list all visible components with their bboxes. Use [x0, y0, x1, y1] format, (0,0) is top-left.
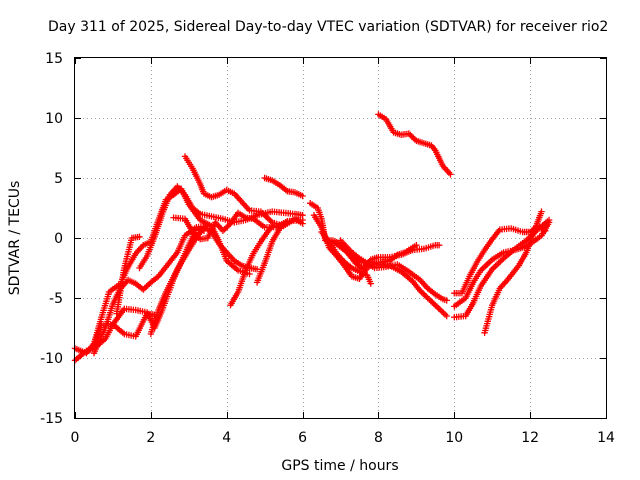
data-point-marker [246, 270, 253, 278]
x-tick-label: 12 [521, 430, 539, 446]
data-point-marker [367, 280, 374, 287]
x-tick-label: 8 [374, 430, 383, 446]
plot-frame [74, 57, 607, 419]
x-tick-label: 2 [146, 430, 155, 446]
series-sat-p [325, 238, 374, 287]
series-layer [71, 111, 553, 364]
y-tick-label: 15 [45, 51, 63, 67]
series-sat-j [227, 222, 276, 309]
tick-labels: 0 2 4 6 8 10 12 14 -15 -10 -5 0 5 10 15 [40, 51, 615, 446]
y-tick-label: -15 [40, 411, 63, 427]
data-point-marker [443, 297, 450, 304]
y-tick-label: -5 [49, 291, 63, 307]
series-sat-v [481, 208, 545, 336]
y-tick-label: 0 [54, 231, 63, 247]
y-tick-label: 5 [54, 171, 63, 187]
chart-title: Day 311 of 2025, Sidereal Day-to-day VTE… [48, 19, 608, 35]
data-point-marker [538, 208, 545, 215]
data-point-marker [413, 242, 420, 249]
x-axis-label: GPS time / hours [281, 458, 398, 474]
series-sat-o [318, 228, 450, 304]
x-tick-label: 10 [445, 430, 463, 446]
x-tick-label: 0 [71, 430, 80, 446]
x-tick-label: 14 [597, 430, 615, 446]
x-tick-label: 6 [298, 430, 307, 446]
data-point-marker [447, 171, 454, 178]
series-sat-q [337, 237, 450, 320]
data-point-marker [299, 216, 306, 224]
series-sat-r [375, 111, 454, 178]
data-point-marker [136, 233, 143, 240]
series-sat-h [181, 153, 306, 230]
series-sat-g [147, 224, 261, 338]
series-sat-e [113, 233, 143, 317]
data-point-marker [269, 222, 276, 230]
y-axis-label: SDTVAR / TECUs [7, 181, 23, 296]
x-tick-label: 4 [222, 430, 231, 446]
y-tick-label: -10 [40, 351, 63, 367]
data-point-marker [284, 218, 291, 225]
y-tick-label: 10 [45, 111, 63, 127]
data-point-marker [299, 192, 306, 200]
data-point-marker [443, 312, 450, 320]
series-sat-k [253, 218, 291, 286]
series-sat-l [261, 174, 306, 200]
data-point-marker [435, 242, 443, 249]
data-point-marker [545, 219, 553, 226]
